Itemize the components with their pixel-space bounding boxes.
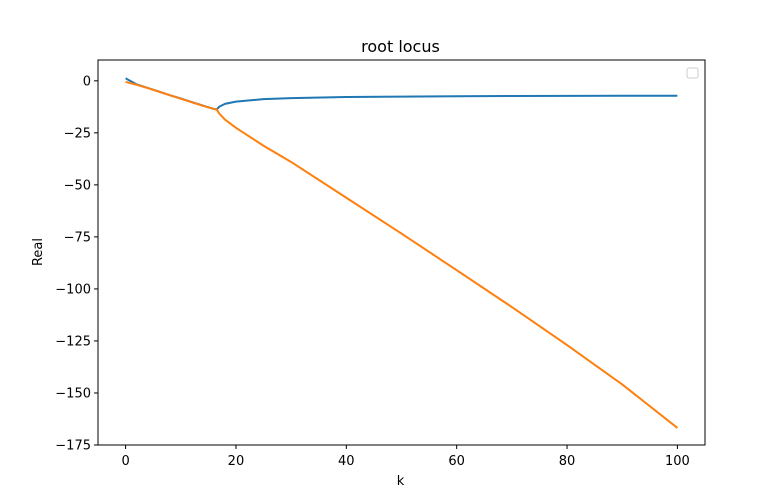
legend-box <box>686 67 699 79</box>
chart-title: root locus <box>361 37 440 56</box>
y-tick-label: −175 <box>55 439 91 454</box>
axes-frame <box>97 59 706 446</box>
x-tick-label: 20 <box>228 454 245 469</box>
y-tick-label: −50 <box>64 178 91 193</box>
y-tick-label: −25 <box>64 126 91 141</box>
y-tick-label: −150 <box>55 386 91 401</box>
y-axis-label: Real <box>31 238 46 266</box>
y-tick-label: −75 <box>64 230 91 245</box>
x-tick-label: 60 <box>448 454 465 469</box>
x-tick-label: 0 <box>121 454 129 469</box>
y-tick-label: −125 <box>55 334 91 349</box>
y-tick-label: −100 <box>55 282 91 297</box>
series-line-2 <box>125 80 679 429</box>
plot-area: 0 20 40 60 80 100 0 −25 −50 −75 −100 −125 −150 −175 <box>55 59 706 469</box>
x-tick-label: 80 <box>559 454 576 469</box>
x-tick-label: 100 <box>665 454 690 469</box>
x-tick-label: 40 <box>338 454 355 469</box>
x-axis-label: k <box>397 474 405 489</box>
y-tick-label: 0 <box>83 74 91 89</box>
